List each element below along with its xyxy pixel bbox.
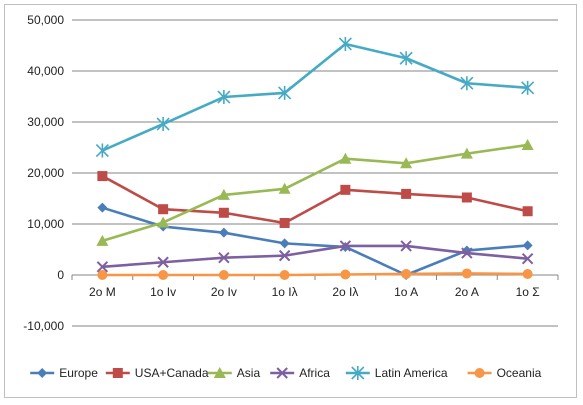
x-tick-label: 2o Iv [211,285,237,299]
legend: Europe USA+Canada Asia Africa Latin America O… [30,366,542,380]
legend-label: Asia [237,366,261,380]
series-line-asia [101,143,528,243]
y-tick-label: 10,000 [27,217,64,231]
data-point-asia [521,138,534,150]
series-europe [97,202,533,280]
data-point-usa-canada [97,171,108,182]
data-point-oceania [340,269,351,280]
data-point-europe [97,202,108,213]
series-line-oceania [102,272,528,277]
data-point-africa [400,240,412,252]
data-point-latin-america [156,117,170,132]
data-point-africa [96,261,109,273]
data-point-asia [278,182,291,194]
data-point-asia [96,234,109,246]
data-point-asia [157,216,170,228]
data-point-usa-canada [218,207,229,218]
data-point-asia [339,152,352,164]
y-tick-label: 40,000 [27,64,64,78]
series-usa-canada [97,171,533,228]
data-point-usa-canada [340,184,351,195]
data-point-usa-canada [158,204,169,215]
x-axis-ticks: 2o M 1o Iv 2o Iv 1o Iλ 2o Iλ 1o A 2o A 1o Σ [71,275,559,299]
series-line-europe [101,206,528,277]
data-point-asia [217,188,230,200]
data-point-usa-canada [279,217,290,228]
legend-marker [351,366,365,380]
x-tick-label: 2o M [89,285,116,299]
legend-item-europe: Europe [30,366,98,380]
y-tick-label: 0 [57,268,64,282]
data-point-latin-america [460,76,474,91]
legend-label: Europe [59,366,98,380]
data-point-oceania [97,270,108,280]
legend-label: Oceania [497,366,542,380]
data-point-latin-america [95,143,109,158]
data-point-usa-canada [401,188,412,199]
legend-marker [276,367,288,379]
data-point-latin-america [278,85,292,100]
data-point-africa [278,249,291,262]
legend-marker [112,368,123,378]
data-point-europe [218,227,229,238]
legend-item-africa: Africa [270,366,330,380]
data-point-europe [279,238,290,249]
data-point-europe [522,240,533,251]
data-point-usa-canada [522,206,533,217]
legend-item-usa-canada: USA+Canada [105,366,209,380]
y-tick-label: 30,000 [27,115,64,129]
data-point-oceania [461,268,472,279]
legend-label: USA+Canada [135,366,209,380]
x-tick-label: 1o A [394,285,418,299]
legend-item-oceania: Oceania [467,366,542,380]
series-asia [96,138,534,246]
series-layer [95,36,535,280]
data-point-oceania [401,268,412,279]
data-point-latin-america [338,36,352,51]
y-tick-label: 20,000 [27,166,64,180]
legend-label: Latin America [375,366,448,380]
series-line-latin-america [101,42,528,152]
series-oceania [97,268,533,280]
series-africa [96,240,534,273]
legend-item-latin-america: Latin America [345,366,448,380]
legend-marker [213,367,226,378]
x-tick-label: 1o Iv [150,285,176,299]
legend-marker [37,368,48,378]
y-axis-ticks: -10,000 0 10,000 20,000 30,000 40,000 50,000 [23,13,64,333]
data-point-asia [400,157,413,169]
data-point-africa [157,256,169,268]
data-point-oceania [522,268,533,279]
data-point-asia [460,147,473,159]
series-latin-america [95,36,535,158]
legend-item-asia: Asia [207,366,261,380]
data-point-usa-canada [461,192,472,203]
data-point-latin-america [399,51,413,66]
x-tick-label: 2o Iλ [332,285,358,299]
data-point-africa [521,252,534,265]
data-point-africa [461,247,473,259]
data-point-latin-america [217,90,231,105]
x-tick-label: 2o A [455,285,479,299]
data-point-africa [218,251,230,264]
x-tick-label: 1o Σ [516,285,540,299]
x-tick-label: 1o Iλ [272,285,298,299]
data-point-africa [339,240,352,252]
series-line-africa [102,244,528,269]
y-tick-label: 50,000 [27,13,64,27]
y-tick-label: -10,000 [23,319,64,333]
data-point-oceania [218,270,229,280]
legend-label: Africa [299,366,330,380]
legend-marker [474,368,485,378]
data-point-latin-america [521,80,535,95]
data-point-oceania [158,270,169,280]
data-point-oceania [279,270,290,280]
series-line-usa-canada [101,174,528,225]
